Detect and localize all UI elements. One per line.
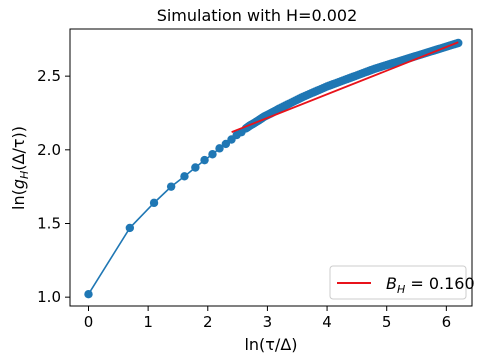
data-point bbox=[191, 163, 200, 172]
data-point bbox=[125, 223, 135, 233]
x-tick-label: 4 bbox=[322, 313, 332, 331]
data-point bbox=[180, 172, 189, 181]
y-axis: 1.0 1.5 2.0 2.5 bbox=[37, 67, 70, 306]
chart-title: Simulation with H=0.002 bbox=[157, 6, 358, 25]
x-tick-label: 3 bbox=[263, 313, 273, 331]
x-axis: 0 1 2 3 4 5 6 bbox=[84, 306, 451, 331]
series-line bbox=[87, 42, 459, 295]
y-tick-label: 2.5 bbox=[37, 67, 61, 85]
x-tick-label: 0 bbox=[84, 313, 94, 331]
plot-series bbox=[84, 38, 463, 299]
legend-label-bh: BH = 0.160 bbox=[386, 274, 475, 296]
y-tick-label: 1.5 bbox=[37, 214, 61, 232]
legend-box bbox=[329, 265, 467, 300]
fit-line bbox=[231, 41, 459, 133]
legend: BH = 0.160 bbox=[329, 265, 475, 300]
x-tick-label: 6 bbox=[442, 313, 452, 331]
plot-frame bbox=[69, 28, 473, 307]
x-tick-label: 1 bbox=[143, 313, 153, 331]
data-point bbox=[84, 290, 93, 299]
y-tick-label: 2.0 bbox=[37, 141, 61, 159]
x-axis-title: ln(τ/Δ) bbox=[244, 335, 297, 354]
x-tick-label: 2 bbox=[203, 313, 213, 331]
y-axis-title: ln(gH(Δ/τ)) bbox=[9, 126, 31, 210]
data-point bbox=[166, 182, 176, 191]
data-point bbox=[200, 155, 209, 165]
data-point bbox=[221, 139, 231, 149]
x-tick-label: 5 bbox=[382, 313, 392, 331]
data-point bbox=[215, 144, 224, 153]
y-tick-label: 1.0 bbox=[37, 288, 61, 306]
data-point bbox=[208, 150, 217, 159]
data-point bbox=[149, 198, 159, 208]
